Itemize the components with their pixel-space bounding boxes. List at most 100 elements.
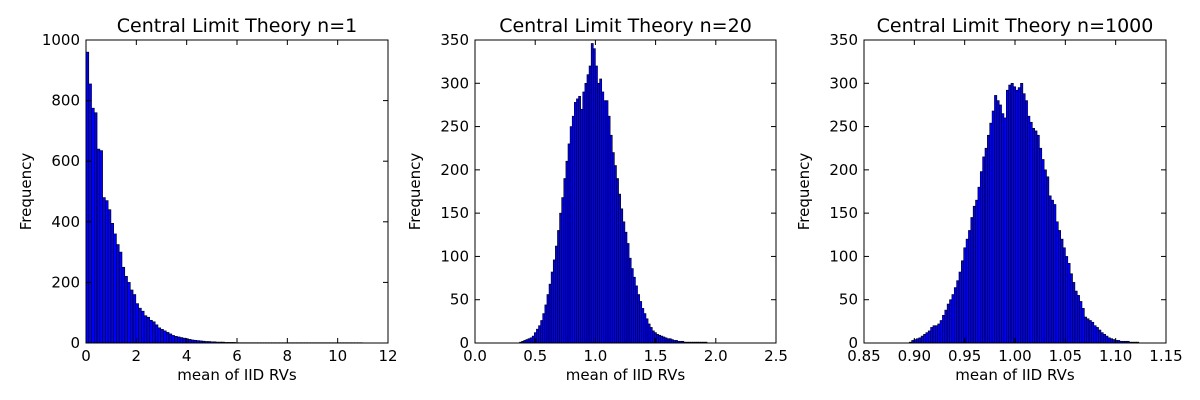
histogram-bar — [157, 327, 162, 344]
histogram-bar — [99, 150, 103, 344]
histogram-bar — [1081, 308, 1085, 344]
histogram-bar — [576, 98, 579, 344]
histogram-bar — [96, 148, 101, 344]
y-tick-label: 200 — [440, 161, 469, 179]
histogram-bar — [660, 335, 664, 344]
histogram-bar — [670, 339, 674, 344]
histogram-bar — [982, 156, 986, 344]
histogram-bar — [977, 186, 981, 344]
histogram-bar — [1036, 134, 1040, 344]
x-tick-label: 1.15 — [1149, 347, 1182, 365]
histogram-bar — [1076, 295, 1080, 344]
histogram-bar — [1027, 115, 1031, 344]
x-tick-label: 0.90 — [898, 347, 931, 365]
histogram-bar — [124, 276, 128, 344]
histogram-bar — [171, 335, 175, 344]
histogram-bar — [939, 320, 943, 344]
histogram-bar — [179, 337, 184, 344]
histogram-bar — [578, 95, 581, 344]
histogram-bar — [105, 200, 109, 344]
histogram-bar — [645, 318, 649, 344]
x-tick-label: 0.85 — [847, 347, 880, 365]
histogram-bar — [91, 107, 95, 344]
y-tick-label: 200 — [829, 161, 858, 179]
y-tick-label: 100 — [440, 247, 469, 265]
histogram-bar — [1084, 316, 1088, 344]
chart-title: Central Limit Theory n=1 — [117, 15, 357, 37]
histogram-bar — [1067, 263, 1071, 344]
histogram-bar — [182, 337, 186, 344]
histogram-bar — [574, 102, 577, 344]
histogram-bar — [975, 199, 979, 344]
histogram-bar — [544, 304, 548, 344]
histogram-bar — [961, 260, 965, 344]
histogram-bar — [592, 48, 596, 344]
x-tick-label: 1.5 — [644, 347, 668, 365]
histogram-bar — [937, 323, 941, 344]
histogram-bar — [633, 276, 636, 344]
x-tick-label: 12 — [378, 347, 397, 365]
histogram-bar — [129, 289, 134, 344]
histogram-bar — [163, 330, 167, 344]
y-tick-label: 400 — [51, 213, 80, 231]
histogram-bar — [1102, 334, 1106, 344]
histogram-bar — [538, 325, 541, 344]
x-tick-label: 0 — [81, 347, 91, 365]
x-tick-label: 0.5 — [523, 347, 547, 365]
histogram-bar — [979, 171, 983, 344]
histogram-bar — [590, 43, 594, 344]
y-tick-label: 1000 — [42, 31, 80, 49]
histogram-bar — [595, 65, 598, 344]
histogram-bar — [1032, 128, 1035, 344]
histogram-bar — [622, 221, 626, 344]
histogram-bar — [146, 316, 150, 344]
histogram-bar — [609, 134, 613, 344]
histogram-bar — [177, 336, 181, 344]
histogram-bar — [963, 247, 967, 344]
histogram-bar — [138, 307, 142, 344]
histogram-bar — [569, 126, 573, 344]
plot-frame — [474, 39, 777, 344]
histogram-bar — [944, 309, 948, 344]
histogram-bar — [160, 329, 164, 344]
histogram-bar — [141, 310, 145, 344]
histogram-bar — [662, 336, 666, 344]
histogram-bar — [649, 327, 653, 344]
x-axis-label: mean of IID RVs — [566, 366, 686, 384]
histogram-bar — [546, 294, 550, 344]
histogram-bar — [647, 323, 651, 344]
histogram-bar — [616, 178, 619, 344]
histogram-bar — [970, 217, 974, 344]
histogram-bar — [1039, 147, 1043, 344]
x-tick-label: 4 — [182, 347, 192, 365]
histogram-bar — [571, 115, 575, 344]
histogram-bar — [958, 271, 962, 344]
histogram-bar — [965, 238, 969, 344]
histogram-bar — [1001, 113, 1005, 344]
histogram-bar — [118, 251, 123, 344]
histogram-bar — [643, 313, 647, 344]
y-tick-label: 250 — [829, 118, 858, 136]
histogram-bar — [951, 294, 955, 344]
y-tick-label: 300 — [829, 74, 858, 92]
histogram-bar — [664, 337, 668, 344]
chart-panel-3: 0.85 0.90 0.95 1.00 1.05 1.10 1.15 0 50 100 150 200… — [795, 15, 1183, 384]
histogram-bar — [110, 223, 114, 344]
histogram-bar — [1053, 204, 1057, 344]
histogram-bar — [1098, 329, 1102, 344]
histogram-bar — [1074, 290, 1078, 344]
histogram-bar — [152, 321, 156, 344]
x-axis-label: mean of IID RVs — [177, 366, 297, 384]
chart-title: Central Limit Theory n=1000 — [877, 15, 1154, 37]
histogram-bar — [656, 334, 659, 344]
y-tick-label: 350 — [440, 31, 469, 49]
histogram-bar — [1095, 327, 1099, 344]
y-tick-label: 100 — [829, 247, 858, 265]
histogram-bar — [188, 339, 192, 344]
histogram-bar — [998, 104, 1002, 344]
y-tick-label: 350 — [829, 31, 858, 49]
histogram-bar — [1058, 230, 1062, 344]
histogram-bar — [956, 280, 960, 344]
x-tick-label: 2 — [132, 347, 142, 365]
histogram-bar — [949, 299, 953, 344]
